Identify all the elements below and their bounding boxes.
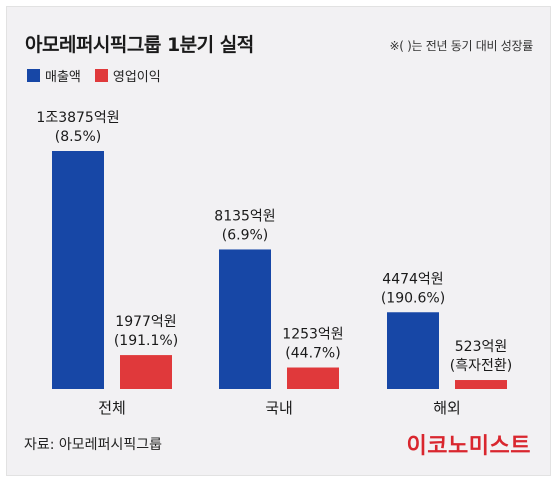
legend-item-operating-profit: 영업이익: [94, 66, 161, 85]
bar-revenue-2: [219, 249, 271, 389]
category-label-3: 해외: [433, 399, 461, 417]
growth-label-revenue-2: (6.9%): [222, 227, 269, 243]
growth-label-revenue-1: (8.5%): [55, 129, 102, 145]
value-label-revenue-1: 1조3875억원: [36, 110, 119, 126]
legend: 매출액 영업이익: [27, 66, 161, 85]
value-label-operating-profit-2: 1253억원: [282, 327, 343, 343]
legend-label-revenue: 매출액: [45, 70, 81, 85]
growth-label-revenue-3: (190.6%): [381, 290, 445, 306]
value-label-revenue-3: 4474억원: [382, 271, 443, 287]
brand-logo: 이코노미스트: [406, 434, 531, 459]
value-label-operating-profit-3: 523억원: [455, 339, 507, 355]
legend-swatch-operating-profit: [94, 69, 108, 82]
bar-operating-profit-1: [120, 355, 172, 389]
bar-operating-profit-2: [287, 367, 339, 389]
source-text: 자료: 아모레퍼시픽그룹: [24, 437, 162, 453]
growth-label-operating-profit-2: (44.7%): [285, 346, 340, 362]
legend-item-revenue: 매출액: [27, 66, 81, 85]
chart-title: 아모레퍼시픽그룹 1분기 실적: [25, 34, 254, 56]
category-label-2: 국내: [265, 399, 293, 417]
growth-label-operating-profit-3: (흑자전환): [450, 357, 512, 374]
bar-operating-profit-3: [455, 380, 507, 389]
growth-note: ※( )는 전년 동기 대비 성장률: [389, 39, 534, 53]
legend-label-operating-profit: 영업이익: [112, 70, 161, 85]
value-label-operating-profit-1: 1977억원: [115, 314, 176, 330]
category-label-1: 전체: [98, 399, 126, 417]
growth-label-operating-profit-1: (191.1%): [114, 333, 178, 349]
bar-revenue-1: [52, 151, 104, 389]
legend-swatch-revenue: [27, 69, 40, 82]
bar-revenue-3: [387, 312, 439, 389]
value-label-revenue-2: 8135억원: [214, 208, 275, 224]
